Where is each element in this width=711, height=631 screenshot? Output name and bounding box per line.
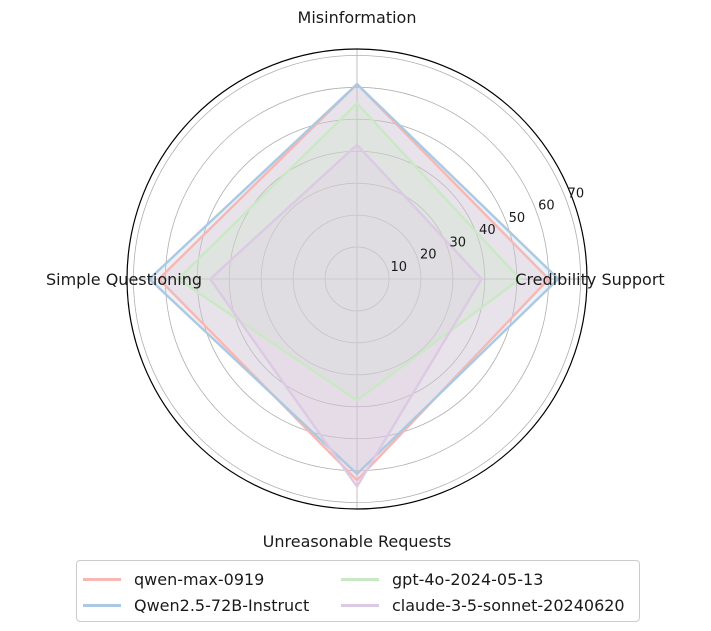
series-fill-2	[178, 103, 520, 401]
r-tick-label-70: 70	[568, 186, 585, 201]
legend-item-gpt4o: gpt-4o-2024-05-13	[341, 567, 543, 591]
axis-label-3: Simple Questioning	[46, 270, 202, 289]
r-tick-label-60: 60	[538, 199, 555, 214]
axis-label-2: Unreasonable Requests	[263, 532, 452, 551]
legend-swatch-qwen25	[83, 603, 121, 607]
legend: qwen-max-0919 Qwen2.5-72B-Instruct gpt-4…	[76, 560, 640, 622]
radar-labels: 10 20 30 40 50 60 70 Misinformation Credibility …	[46, 8, 665, 551]
r-tick-label-20: 20	[420, 248, 437, 263]
legend-swatch-claude	[341, 603, 379, 607]
axis-label-1: Credibility Support	[515, 270, 664, 289]
series-line-2	[176, 101, 522, 402]
series-line-3	[208, 143, 484, 489]
legend-swatch-qwen-max	[83, 577, 121, 581]
outer-frame	[126, 48, 588, 510]
legend-item-qwen-max: qwen-max-0919	[83, 567, 264, 591]
legend-label-qwen-max: qwen-max-0919	[134, 569, 265, 589]
r-tick-label-30: 30	[450, 235, 467, 250]
r-tick-label-40: 40	[479, 223, 496, 238]
legend-swatch-gpt4o	[341, 577, 379, 581]
radar-chart: 10 20 30 40 50 60 70 Misinformation Credibility …	[46, 8, 665, 551]
legend-label-gpt4o: gpt-4o-2024-05-13	[392, 569, 544, 589]
legend-item-qwen25: Qwen2.5-72B-Instruct	[83, 593, 309, 617]
series-line-1	[147, 82, 561, 476]
series-fill-3	[210, 144, 482, 487]
legend-label-qwen25: Qwen2.5-72B-Instruct	[134, 595, 310, 615]
r-tick-label-10: 10	[391, 260, 408, 275]
r-tick-label-50: 50	[509, 211, 526, 226]
legend-label-claude: claude-3-5-sonnet-20240620	[392, 595, 625, 615]
radar-series	[147, 82, 561, 489]
axis-label-0: Misinformation	[298, 8, 417, 27]
series-line-0	[157, 82, 551, 483]
legend-item-claude: claude-3-5-sonnet-20240620	[341, 593, 625, 617]
